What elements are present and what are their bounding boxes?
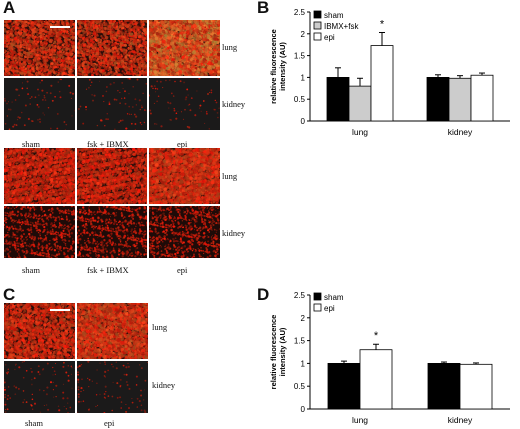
column-label-epi: epi bbox=[104, 418, 114, 428]
panel-letter-b: B bbox=[257, 0, 269, 18]
y-tick-label: 2 bbox=[301, 314, 306, 323]
micrograph-a2-kidney bbox=[4, 206, 220, 258]
legend-swatch bbox=[313, 32, 322, 41]
scale-bar bbox=[50, 26, 70, 28]
legend-swatch bbox=[313, 292, 322, 301]
y-tick-label: 0.5 bbox=[294, 95, 306, 104]
tissue-label-kidney: kidney bbox=[152, 380, 175, 390]
image-divider bbox=[4, 204, 220, 206]
category-label: lung bbox=[352, 415, 368, 425]
y-tick-label: 1.5 bbox=[294, 52, 306, 61]
panel-letter-d: D bbox=[257, 285, 269, 305]
column-label-fsk-ibmx: fsk + IBMX bbox=[87, 265, 129, 275]
column-label-epi: epi bbox=[177, 265, 187, 275]
bar-epi bbox=[359, 349, 393, 410]
image-divider bbox=[75, 20, 77, 130]
category-label: kidney bbox=[448, 127, 473, 137]
bar-sham bbox=[326, 77, 350, 122]
tissue-label-lung: lung bbox=[222, 42, 237, 52]
column-label-fsk-ibmx: fsk + IBMX bbox=[87, 139, 129, 149]
category-label: lung bbox=[352, 127, 368, 137]
y-axis-label: relative fluorescence bbox=[269, 315, 278, 390]
image-divider bbox=[75, 148, 77, 258]
micrograph-a2-lung bbox=[4, 148, 220, 204]
image-divider bbox=[147, 148, 149, 258]
column-label-sham: sham bbox=[22, 139, 40, 149]
bar-sham bbox=[426, 77, 450, 122]
tissue-label-lung: lung bbox=[222, 171, 237, 181]
tissue-label-lung: lung bbox=[152, 322, 167, 332]
category-label: kidney bbox=[448, 415, 473, 425]
bar-epi bbox=[370, 45, 394, 122]
y-axis-label: intensity (AU) bbox=[278, 327, 287, 376]
legend-swatch bbox=[313, 21, 322, 30]
significance-marker: * bbox=[374, 330, 379, 342]
bar-ibmx-fsk bbox=[348, 85, 372, 122]
y-tick-label: 2.5 bbox=[294, 291, 306, 300]
legend-label: IBMX+fsk bbox=[324, 22, 359, 31]
tissue-label-kidney: kidney bbox=[222, 228, 245, 238]
y-tick-label: 1.5 bbox=[294, 337, 306, 346]
y-tick-label: 2 bbox=[301, 30, 306, 39]
y-axis-label: relative fluorescence bbox=[269, 29, 278, 104]
image-divider bbox=[4, 359, 148, 361]
legend-swatch bbox=[313, 303, 322, 312]
legend-label: epi bbox=[324, 33, 335, 42]
y-tick-label: 1 bbox=[301, 359, 306, 368]
significance-marker: * bbox=[380, 18, 385, 30]
y-tick-label: 0 bbox=[301, 117, 306, 126]
panel-letter-c: C bbox=[3, 285, 15, 305]
legend-swatch bbox=[313, 10, 322, 19]
y-tick-label: 0.5 bbox=[294, 382, 306, 391]
image-divider bbox=[75, 303, 77, 413]
y-tick-label: 1 bbox=[301, 73, 306, 82]
micrograph-c-lung bbox=[4, 303, 148, 359]
bar-epi bbox=[470, 74, 494, 122]
tissue-label-kidney: kidney bbox=[222, 99, 245, 109]
y-axis-label: intensity (AU) bbox=[278, 42, 287, 91]
y-tick-label: 2.5 bbox=[294, 8, 306, 17]
bar-sham bbox=[327, 363, 361, 410]
column-label-sham: sham bbox=[22, 265, 40, 275]
micrograph-a1-kidney bbox=[4, 78, 220, 130]
chart-d: 0 0.5 1 1.5 2 2.5 relative fluorescence intensi… bbox=[269, 291, 510, 425]
micrograph-a1-lung bbox=[4, 20, 220, 76]
bar-epi bbox=[459, 363, 493, 410]
image-divider bbox=[4, 76, 220, 78]
column-label-sham: sham bbox=[25, 418, 43, 428]
legend-label: sham bbox=[324, 293, 344, 302]
legend-label: sham bbox=[324, 11, 344, 20]
scale-bar bbox=[50, 309, 70, 311]
chart-b: 0 0.5 1 1.5 2 2.5 relative fluorescence intensi… bbox=[269, 8, 510, 137]
y-tick-label: 0 bbox=[301, 405, 306, 414]
image-divider bbox=[147, 20, 149, 130]
bar-sham bbox=[427, 363, 461, 410]
column-label-epi: epi bbox=[177, 139, 187, 149]
legend-label: epi bbox=[324, 304, 335, 313]
panel-letter-a: A bbox=[3, 0, 15, 18]
bar-ibmx-fsk bbox=[448, 77, 472, 122]
